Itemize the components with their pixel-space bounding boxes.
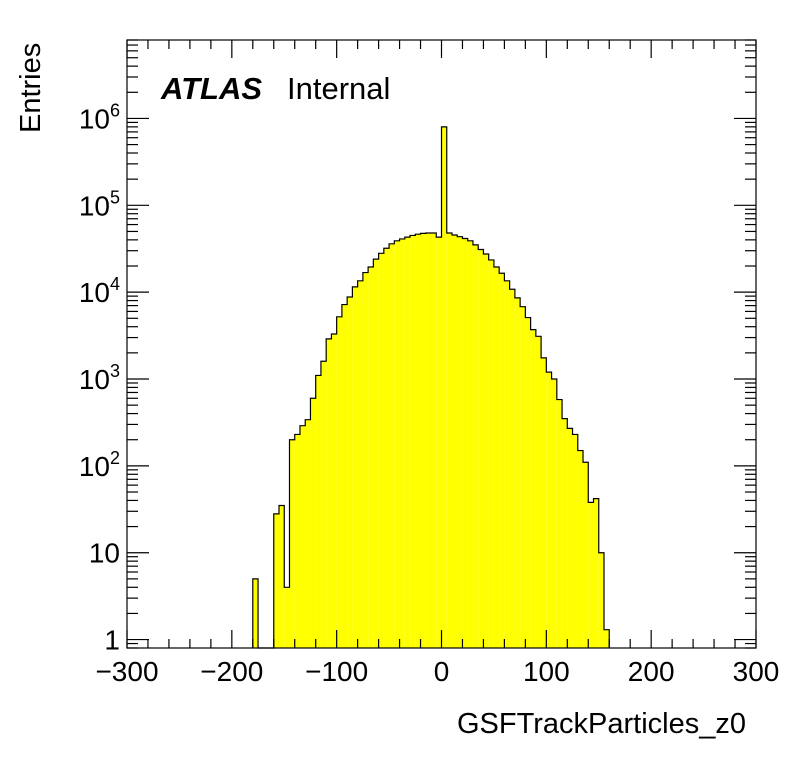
plot-frame	[126, 39, 757, 649]
histogram-bar	[273, 513, 280, 648]
histogram-bar	[347, 296, 353, 648]
y-tick-label: 103	[79, 361, 120, 395]
x-tick-label: 300	[733, 656, 780, 687]
histogram-bar	[357, 280, 363, 648]
histogram-bar	[415, 234, 421, 649]
histogram-bar	[305, 419, 311, 648]
histogram-bar	[499, 273, 505, 648]
histogram-bar	[373, 259, 379, 648]
histogram-bar	[294, 434, 300, 648]
histogram-bar	[525, 317, 531, 648]
histogram-bar	[362, 272, 369, 648]
histogram-bar	[483, 253, 489, 648]
histogram-bars	[252, 126, 610, 649]
histogram-bar	[603, 629, 610, 648]
histogram-bar	[326, 338, 332, 648]
y-axis-label: Entries	[15, 43, 47, 133]
histogram-bar	[462, 238, 468, 648]
x-tick-label: 0	[434, 656, 450, 687]
histogram-bar	[320, 361, 327, 648]
histogram-bar	[504, 280, 510, 648]
histogram-bar	[541, 357, 547, 648]
y-tick-label: 102	[79, 448, 120, 482]
histogram-bar	[310, 398, 316, 648]
histogram-bar	[336, 316, 342, 648]
y-tick-label: 105	[79, 187, 120, 221]
histogram-bar	[368, 266, 374, 648]
x-tick-label: 200	[628, 656, 675, 687]
histogram-bar	[299, 425, 306, 648]
histogram-bar	[567, 428, 573, 648]
histogram-bar	[530, 329, 536, 648]
histogram-bar	[478, 249, 484, 648]
histogram-bar	[352, 286, 358, 648]
histogram-bar	[535, 336, 542, 648]
histogram-bar	[404, 237, 411, 648]
histogram-bar	[410, 235, 416, 649]
histogram-bar	[467, 240, 473, 648]
histogram-bar	[341, 304, 348, 648]
histogram-bar	[551, 379, 557, 648]
y-tick-label: 1	[104, 625, 120, 656]
histogram-bar	[593, 498, 599, 648]
histogram-bar	[425, 232, 432, 648]
y-tick-label: 104	[79, 274, 120, 308]
x-tick-label: −100	[305, 656, 368, 687]
x-tick-label: −200	[200, 656, 263, 687]
histogram-bar	[562, 418, 568, 648]
histogram-bar	[394, 240, 400, 648]
histogram-bar	[583, 462, 589, 648]
histogram-outline	[252, 126, 610, 649]
histogram-bar	[420, 233, 426, 649]
histogram-bar	[457, 236, 463, 648]
histogram-bar	[399, 238, 405, 648]
histogram-bar	[436, 237, 442, 648]
histogram-bar	[598, 552, 604, 648]
histogram-bar	[383, 248, 390, 649]
y-tick-labels: 1 10 102 103 104 105 106	[79, 100, 120, 655]
histogram-bar	[279, 505, 285, 648]
histogram-bar	[389, 243, 395, 648]
histogram-bar	[441, 126, 447, 649]
histogram-bar	[472, 244, 479, 649]
histogram-bar	[514, 297, 521, 648]
histogram-bar	[289, 439, 295, 648]
internal-label: Internal	[287, 71, 390, 106]
histogram-bar	[284, 587, 290, 648]
x-axis-label: GSFTrackParticles_z0	[457, 708, 746, 740]
histogram-bar	[315, 375, 321, 648]
histogram-bar	[588, 502, 594, 648]
histogram-bar	[331, 333, 337, 648]
histogram-bar	[431, 232, 437, 648]
histogram-bar	[446, 232, 452, 648]
x-tick-labels: −300 −200 −100 0 100 200 300	[95, 656, 779, 687]
histogram-bar	[572, 434, 578, 648]
histogram-bar	[546, 372, 552, 648]
x-tick-label: −300	[95, 656, 158, 687]
histogram-bar	[493, 266, 500, 648]
histogram-bar	[577, 450, 584, 648]
histogram-bar	[488, 259, 494, 648]
histogram-bar	[451, 235, 458, 649]
y-tick-label: 10	[89, 538, 120, 569]
histogram-bar	[378, 253, 384, 648]
histogram-bar	[252, 578, 259, 648]
y-tick-label: 106	[79, 100, 120, 134]
axis-ticks	[126, 39, 757, 649]
histogram-bar	[509, 289, 515, 648]
atlas-label: ATLAS	[160, 71, 262, 106]
histogram-bar	[520, 306, 526, 648]
x-tick-label: 100	[523, 656, 570, 687]
histogram-bar	[556, 399, 563, 648]
